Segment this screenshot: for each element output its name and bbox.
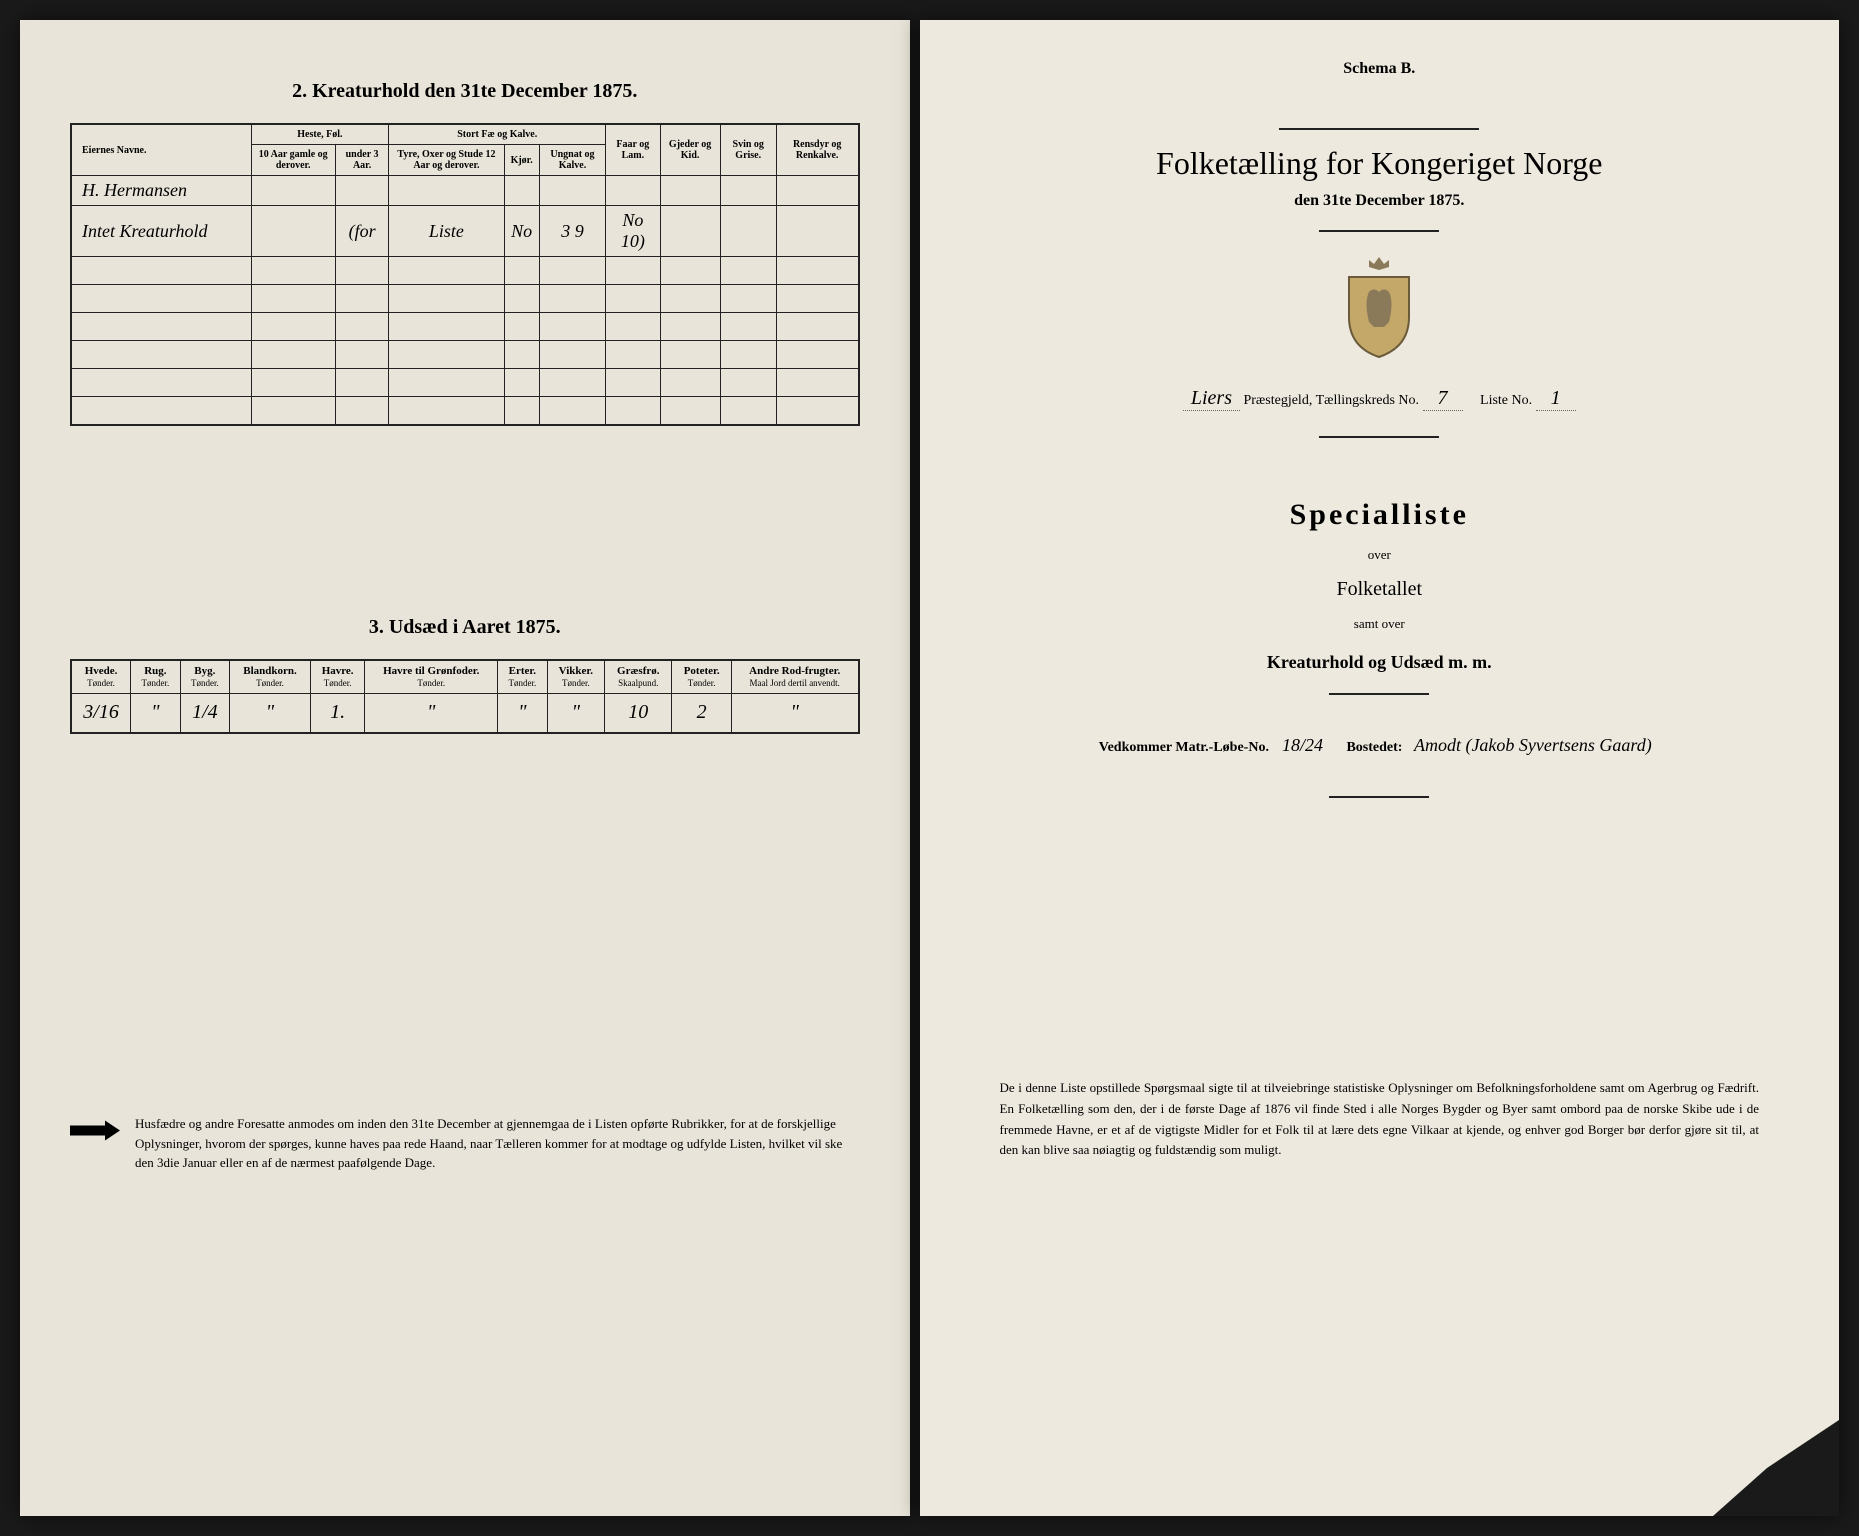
divider [1329, 796, 1429, 798]
col-erter: Erter.Tønder. [498, 660, 548, 694]
table-row: Intet Kreaturhold(forListeNo3 9No 10) [71, 206, 859, 257]
left-page: 2. Kreaturhold den 31te December 1875. E… [20, 20, 910, 1516]
pointing-hand-icon [70, 1118, 120, 1143]
bostedet-value: Amodt (Jakob Syvertsens Gaard) [1406, 735, 1660, 756]
footnote-text: Husfædre og andre Foresatte anmodes om i… [135, 1114, 860, 1173]
udsaed-table: Hvede.Tønder. Rug.Tønder. Byg.Tønder. Bl… [70, 659, 860, 735]
prestegield-line: Liers Præstegjeld, Tællingskreds No. 7 L… [980, 387, 1780, 411]
samt-over-label: samt over [980, 616, 1780, 632]
col-gjeder: Gjeder og Kid. [660, 124, 720, 176]
footnote: Husfædre og andre Foresatte anmodes om i… [70, 1114, 860, 1173]
folketallet-label: Folketallet [980, 578, 1780, 601]
main-title: Folketælling for Kongeriget Norge [980, 145, 1780, 182]
over-label: over [980, 547, 1780, 563]
table-row [71, 397, 859, 425]
main-subtitle: den 31te December 1875. [980, 192, 1780, 210]
table-row [71, 369, 859, 397]
prestegield-value: Liers [1183, 387, 1240, 411]
liste-no-value: 1 [1536, 387, 1576, 411]
kreaturhold-table: Eiernes Navne. Heste, Føl. Stort Fæ og K… [70, 123, 860, 426]
col-stort-b: Kjør. [504, 145, 539, 176]
matr-lobe-value: 18/24 [1272, 735, 1332, 756]
col-bland: Blandkorn.Tønder. [230, 660, 311, 694]
divider [1319, 230, 1439, 232]
col-heste-a: 10 Aar gamle og derover. [251, 145, 335, 176]
table-row [71, 257, 859, 285]
col-faar: Faar og Lam. [606, 124, 660, 176]
col-havre-gron: Havre til Grønfoder.Tønder. [365, 660, 498, 694]
col-stort-group: Stort Fæ og Kalve. [389, 124, 606, 145]
table-row [71, 285, 859, 313]
col-heste-b: under 3 Aar. [335, 145, 388, 176]
divider [1329, 693, 1429, 695]
right-page: Schema B. Folketælling for Kongeriget No… [920, 20, 1840, 1516]
col-poteter: Poteter.Tønder. [672, 660, 731, 694]
matr-lobe-line: Vedkommer Matr.-Løbe-No. 18/24 Bostedet:… [980, 735, 1780, 756]
col-name: Eiernes Navne. [71, 124, 251, 176]
section3-title: 3. Udsæd i Aaret 1875. [70, 616, 860, 639]
col-rug: Rug.Tønder. [131, 660, 181, 694]
col-heste-group: Heste, Føl. [251, 124, 389, 145]
col-byg: Byg.Tønder. [180, 660, 230, 694]
col-havre: Havre.Tønder. [310, 660, 365, 694]
kreatur-label: Kreaturhold og Udsæd m. m. [980, 652, 1780, 673]
table-row: H. Hermansen [71, 176, 859, 206]
divider [1319, 436, 1439, 438]
coat-of-arms-icon [1334, 252, 1424, 362]
col-vikker: Vikker.Tønder. [547, 660, 605, 694]
col-hvede: Hvede.Tønder. [71, 660, 131, 694]
col-stort-a: Tyre, Oxer og Stude 12 Aar og derover. [389, 145, 504, 176]
col-andre: Andre Rod-frugter.Maal Jord dertil anven… [731, 660, 858, 694]
table-row [71, 341, 859, 369]
udsaed-row: 3/16 " 1/4 " 1. " " " 10 2 " [71, 693, 859, 733]
table-row [71, 313, 859, 341]
kreds-no-value: 7 [1423, 387, 1463, 411]
col-rensdyr: Rensdyr og Renkalve. [776, 124, 858, 176]
bottom-paragraph: De i denne Liste opstillede Spørgsmaal s… [980, 1078, 1780, 1161]
col-graes: Græsfrø.Skaalpund. [605, 660, 672, 694]
divider [1279, 128, 1479, 130]
torn-corner [1659, 1356, 1839, 1516]
col-svin: Svin og Grise. [720, 124, 776, 176]
section2-title: 2. Kreaturhold den 31te December 1875. [70, 80, 860, 103]
schema-label: Schema B. [980, 60, 1780, 78]
specialliste-title: Specialliste [980, 498, 1780, 532]
col-stort-c: Ungnat og Kalve. [539, 145, 605, 176]
